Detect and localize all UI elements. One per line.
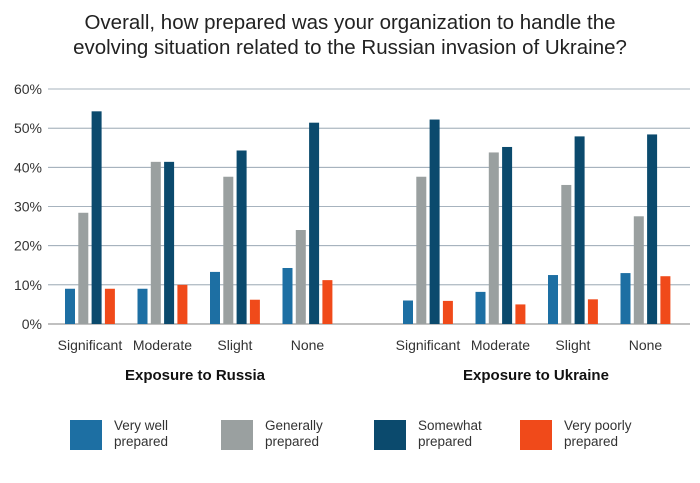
legend-label: Very well prepared [114, 418, 169, 449]
x-tick-label: Significant [396, 337, 461, 353]
bar-very-poorly-prepared [322, 280, 333, 324]
bar-somewhat-prepared [502, 146, 513, 324]
bar-generally-prepared [416, 176, 427, 324]
bar-very-poorly-prepared [249, 299, 260, 324]
legend-item-very-poorly-prepared: Very poorly prepared [520, 418, 670, 452]
legend-label: Very poorly prepared [564, 418, 632, 449]
bar-very-poorly-prepared [587, 299, 598, 324]
bar-generally-prepared [78, 212, 89, 324]
chart-title-line-2: evolving situation related to the Russia… [73, 36, 627, 59]
bar-somewhat-prepared [91, 111, 102, 324]
bar-very-poorly-prepared [660, 276, 671, 324]
bar-very-well-prepared [137, 288, 148, 324]
bar-very-well-prepared [210, 271, 220, 324]
bar-somewhat-prepared [429, 119, 440, 324]
x-tick-label: Significant [58, 337, 123, 353]
x-tick-label: Moderate [471, 337, 530, 353]
legend-label: Somewhat prepared [418, 418, 482, 449]
chart-title-line-1: Overall, how prepared was your organizat… [84, 11, 616, 34]
bar-somewhat-prepared [164, 161, 175, 324]
chart-title: Overall, how prepared was your organizat… [0, 10, 700, 60]
bar-very-poorly-prepared [515, 304, 526, 324]
bar-very-well-prepared [403, 300, 413, 324]
bar-chart: 0% 10% 20% 30% 40% 50% 60% Significant Moderate S… [14, 81, 690, 353]
y-tick-label: 10% [14, 277, 42, 293]
bar-very-well-prepared [620, 273, 631, 324]
legend-swatch [70, 420, 102, 450]
y-tick-label: 50% [14, 120, 42, 136]
bar-generally-prepared [223, 176, 234, 324]
bar-very-poorly-prepared [104, 288, 115, 324]
x-tick-label: Moderate [133, 337, 192, 353]
legend-label: Generally prepared [265, 418, 323, 449]
bar-very-well-prepared [548, 275, 558, 324]
x-tick-label: None [291, 337, 325, 353]
bar-somewhat-prepared [309, 122, 320, 324]
y-tick-label: 30% [14, 199, 42, 215]
y-tick-label: 20% [14, 238, 42, 254]
x-tick-label: Slight [217, 337, 252, 353]
y-tick-label: 0% [22, 316, 42, 332]
x-tick-label: Slight [555, 337, 590, 353]
legend-swatch [374, 420, 406, 450]
bar-very-poorly-prepared [442, 300, 453, 324]
bar-very-well-prepared [282, 267, 293, 324]
bar-somewhat-prepared [647, 134, 658, 324]
bar-very-poorly-prepared [177, 284, 188, 324]
legend-item-somewhat-prepared: Somewhat prepared [374, 418, 524, 452]
y-tick-label: 60% [14, 81, 42, 97]
group-title-ukraine: Exposure to Ukraine [463, 367, 609, 384]
bar-generally-prepared [488, 152, 499, 324]
bar-generally-prepared [150, 161, 161, 324]
legend-swatch [520, 420, 552, 450]
bar-generally-prepared [561, 184, 572, 324]
legend-swatch [221, 420, 253, 450]
group-title-russia: Exposure to Russia [124, 367, 266, 384]
legend-item-generally-prepared: Generally prepared [221, 418, 371, 452]
bar-very-well-prepared [475, 291, 486, 324]
bar-generally-prepared [295, 230, 306, 324]
bar-somewhat-prepared [574, 136, 585, 324]
bar-somewhat-prepared [236, 150, 247, 324]
bar-very-well-prepared [65, 288, 75, 324]
bar-generally-prepared [633, 216, 644, 324]
legend-item-very-well-prepared: Very well prepared [70, 418, 220, 452]
y-tick-label: 40% [14, 159, 42, 175]
x-tick-label: None [629, 337, 663, 353]
